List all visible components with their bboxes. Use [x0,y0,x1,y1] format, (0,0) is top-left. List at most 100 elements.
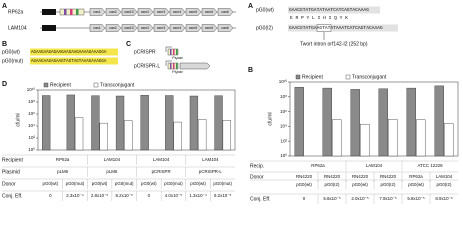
intron-label: Twort intron orf142-I2 (252 bp) [300,41,368,47]
panel-label: D [2,81,7,88]
table-cell: RP62a [311,163,325,168]
sequence-box [288,24,398,32]
spacer [170,63,172,69]
promoter-label: Pspac [172,55,183,60]
plot-frame [289,81,459,157]
sequence-box [288,6,380,14]
spacer [76,9,79,15]
bar [434,85,444,157]
table-cell: pG0(wt) [408,182,424,187]
sequence: GAACGTATGATATAATCATCAGTACAAAG [289,7,369,13]
legend-swatch [93,82,99,88]
bar [189,95,199,151]
gene-label: cas2 [109,26,117,30]
table-cell: pG0(mut) [164,181,183,186]
spacer [70,9,73,15]
gene-label: cas6 [221,26,229,30]
table-cell: pG0(I2) [325,182,340,187]
gene-label: csm4 [173,26,182,30]
bar [294,86,304,157]
table-cell: 2.0x10⁻⁵ [351,196,369,201]
protein: E R P Y L I H I Q Y K [290,15,348,21]
construct-name: pCRISPR-L [134,63,160,69]
construct-name: pCRISPR [134,49,156,55]
gene-arrow [89,24,106,32]
row-header: Donor [250,174,264,180]
bar [214,95,223,151]
sequence-name: pG0(I2) [256,25,273,31]
table-cell: 2.3x10⁻⁴ [66,193,84,198]
gene-arrow [153,8,170,16]
bar [124,120,133,151]
y-tick-label: 10⁸ [280,94,287,99]
y-tick-label: 10⁸ [28,99,35,104]
table-cell: RN4220 [324,174,341,179]
bar [66,94,75,151]
gene-arrow [169,24,186,32]
bar [350,89,360,157]
gene-label: csm5 [189,10,198,14]
sequence-name: pG0(mut) [2,58,23,64]
bar [222,120,231,151]
gene-label: cas1 [93,10,101,14]
table-cell: pG0(wt) [352,182,368,187]
gene-label: csm5 [189,26,198,30]
figure: A B C A RP62a cas1 cas2 cas10 csm2 csm3 csm4 cs… [2,3,459,204]
table-cell: LAM104 [153,157,170,162]
strain-label: RP62a [8,9,24,15]
table-cell: 8.2x10⁻⁵ [116,193,134,198]
table-cell: 5.6x10⁻⁵ [323,196,341,201]
bar [416,119,426,157]
intron-site [316,24,332,32]
repeat-block [42,25,56,31]
promoter-label: Pspac [172,69,183,74]
legend-label: Recipient [50,82,71,88]
gene-label: cas10 [124,26,134,30]
table-cell: 0 [49,193,52,198]
gene-arrow [105,8,122,16]
row-header: Donor [2,181,16,187]
table-cell: pG0(I2) [381,182,396,187]
bar [406,87,416,157]
table-cell: 0 [148,193,151,198]
panel-label: A [248,3,253,10]
sequence-name: pG0(wt) [2,49,20,55]
table-cell: pG0(mut) [115,181,134,186]
strain-label: LAM104 [8,25,27,31]
row-header: Recip. [250,163,264,169]
table-cell: 4.0x10⁻⁵ [165,193,183,198]
gene-label: csm3 [157,10,166,14]
legend-label: Transconjugant [352,74,387,80]
y-tick-label: 10⁰ [280,153,287,158]
bar [42,95,51,151]
table-cell: RN4220 [296,174,313,179]
table-cell: RP62a [409,174,423,179]
y-axis-label: cfu/ml [15,113,21,126]
gene-arrow [137,8,154,16]
gene-arrow [121,24,138,32]
y-tick-label: 10⁴ [28,123,35,128]
table-cell: 8.9x10⁻⁶ [435,196,453,201]
panel-label: A [2,3,7,10]
gene-arrow [201,8,218,16]
gene-arrow [89,8,106,16]
bar [91,95,100,151]
spacer [176,49,178,55]
gene-label: csm3 [157,26,166,30]
table-cell: 0 [303,196,306,201]
gene-label: csm6 [205,26,214,30]
gene-arrow [185,24,202,32]
table-cell: LAM104 [202,157,219,162]
row-header: Plasmid [2,169,20,175]
table-cell: pG0(I2) [437,182,452,187]
y-tick-label: 10¹⁰ [279,79,288,84]
spacer [170,49,172,55]
y-tick-label: 10² [28,135,35,140]
bar [115,95,125,151]
gene-arrow [137,24,154,32]
bar [332,119,342,157]
legend-swatch [43,82,49,88]
table-cell: LAM104 [436,174,453,179]
table-cell: 5.8x10⁻⁵ [407,196,425,201]
table-cell: pCRISPR [152,169,171,174]
